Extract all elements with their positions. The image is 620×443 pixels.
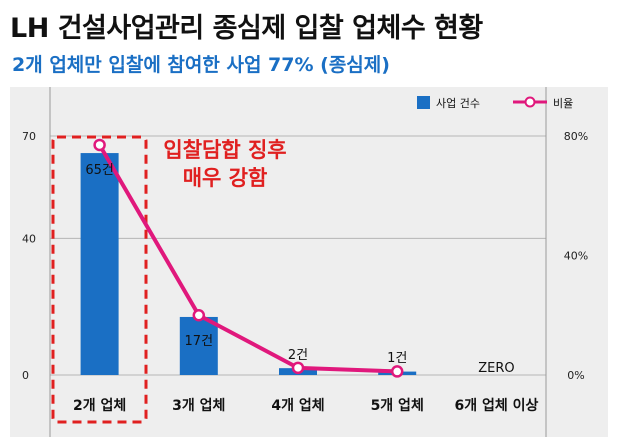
data-label: ZERO xyxy=(478,361,514,376)
highlight-box xyxy=(51,135,148,424)
ratio-point xyxy=(93,138,106,152)
ratio-point xyxy=(192,309,206,322)
legend-bar-label: 사업 건수 xyxy=(436,97,480,110)
right-axis-tick-label: 80% xyxy=(564,130,588,143)
right-axis-tick-label: 40% xyxy=(564,250,588,263)
ratio-line xyxy=(97,143,398,374)
annotation-text: 입찰담합 징후 xyxy=(163,138,286,162)
ratio-point xyxy=(291,361,305,375)
category-label: 2개 업체 xyxy=(73,398,126,414)
bar xyxy=(80,153,119,375)
data-label: 1건 xyxy=(387,351,407,366)
right-axis-tick-label: 0% xyxy=(567,369,584,382)
chart-panel: 0 40 70 0% 40% 80% 65건 17건 2건 1건 ZERO 2개 업체 3개 업체 4개 … xyxy=(10,87,608,437)
category-label: 6개 업체 이상 xyxy=(454,397,538,414)
category-label: 4개 업체 xyxy=(271,398,324,414)
legend-bar-swatch xyxy=(417,96,430,109)
category-label: 3개 업체 xyxy=(172,398,225,414)
ratio-point xyxy=(390,365,404,378)
data-label: 2건 xyxy=(288,348,308,363)
legend-line-label: 비율 xyxy=(553,97,573,110)
data-label: 65건 xyxy=(85,163,114,178)
chart-svg: 0 40 70 0% 40% 80% 65건 17건 2건 1건 ZERO 2개 업체 3개 업체 4개 … xyxy=(22,87,588,437)
left-axis-tick-label: 70 xyxy=(22,130,36,143)
data-label: 17건 xyxy=(185,334,214,349)
bar xyxy=(179,316,218,375)
page-title: LH 건설사업관리 종심제 입찰 업체수 현황 xyxy=(10,13,483,44)
annotation-text: 매우 강함 xyxy=(183,166,268,190)
left-axis-tick-label: 40 xyxy=(22,232,36,245)
category-label: 5개 업체 xyxy=(371,398,424,414)
page-subtitle: 2개 업체만 입찰에 참여한 사업 77% (종심제) xyxy=(12,54,390,76)
legend-line-marker xyxy=(524,96,536,108)
left-axis-tick-label: 0 xyxy=(22,369,29,382)
